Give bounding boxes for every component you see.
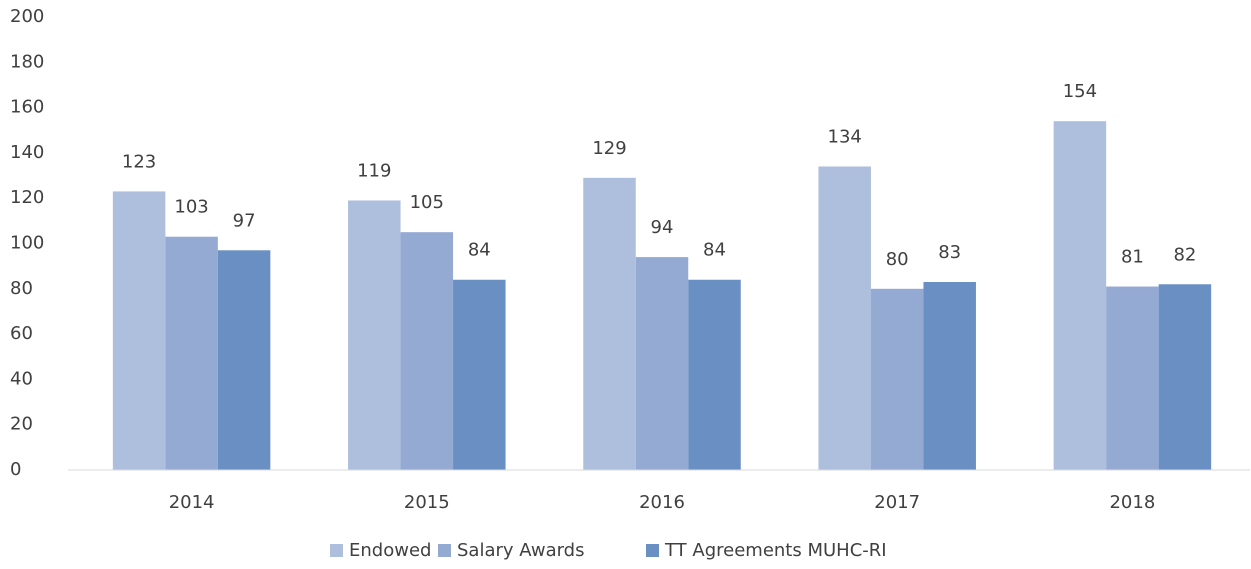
x-tick-label: 2014 — [169, 492, 215, 513]
data-label: 84 — [468, 240, 491, 261]
bar — [923, 282, 976, 470]
bar — [217, 250, 271, 470]
y-tick-label: 120 — [10, 187, 44, 208]
y-tick-label: 0 — [10, 459, 21, 480]
y-tick-label: 160 — [10, 97, 44, 118]
x-tick-label: 2017 — [874, 492, 920, 513]
y-tick-label: 60 — [10, 323, 33, 344]
data-label: 82 — [1173, 244, 1196, 265]
bar — [453, 279, 506, 470]
y-tick-label: 180 — [10, 51, 44, 72]
data-label: 97 — [233, 210, 256, 231]
x-tick-label: 2018 — [1109, 492, 1155, 513]
legend-label: TT Agreements MUHC-RI — [664, 540, 887, 561]
y-tick-label: 40 — [10, 368, 33, 389]
data-label: 134 — [828, 126, 862, 147]
bar — [1106, 286, 1159, 470]
data-label: 123 — [122, 151, 156, 172]
bar — [688, 279, 741, 470]
x-tick-label: 2015 — [404, 492, 450, 513]
data-label: 129 — [592, 138, 626, 159]
bar — [1158, 284, 1212, 470]
legend-swatch — [438, 544, 451, 557]
legend-swatch — [646, 544, 659, 557]
y-tick-label: 200 — [10, 6, 44, 27]
y-tick-label: 140 — [10, 142, 44, 163]
data-label: 119 — [357, 160, 391, 181]
x-tick-label: 2016 — [639, 492, 685, 513]
bar — [1053, 121, 1107, 470]
data-label: 81 — [1121, 247, 1144, 268]
bar — [348, 200, 401, 470]
data-label: 80 — [886, 249, 909, 270]
data-label: 103 — [174, 197, 208, 218]
bar — [870, 288, 924, 470]
bar — [400, 232, 454, 470]
bar — [165, 236, 218, 470]
y-tick-label: 20 — [10, 414, 33, 435]
data-label: 84 — [703, 240, 726, 261]
data-label: 154 — [1063, 81, 1097, 102]
legend-swatch — [330, 544, 343, 557]
bar — [112, 191, 166, 470]
legend-label: Salary Awards — [457, 540, 585, 561]
y-tick-label: 80 — [10, 278, 33, 299]
bar — [818, 166, 871, 471]
y-tick-label: 100 — [10, 233, 44, 254]
legend-label: Endowed — [349, 540, 431, 561]
data-label: 105 — [410, 192, 444, 213]
data-label: 83 — [938, 242, 961, 263]
bar — [635, 257, 689, 470]
data-label: 94 — [651, 217, 674, 238]
bar — [583, 177, 636, 470]
